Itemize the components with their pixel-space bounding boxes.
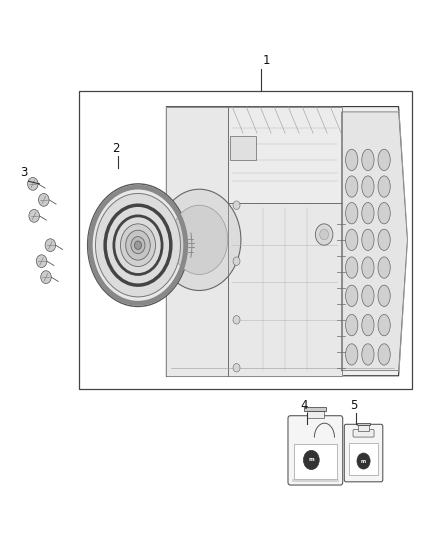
Text: 3: 3	[20, 166, 27, 179]
Circle shape	[88, 184, 188, 306]
Circle shape	[357, 453, 370, 469]
FancyBboxPatch shape	[344, 424, 383, 482]
Text: 5: 5	[350, 399, 358, 412]
Ellipse shape	[362, 344, 374, 365]
Ellipse shape	[378, 229, 390, 251]
Ellipse shape	[346, 203, 358, 224]
Polygon shape	[228, 203, 342, 376]
Bar	[304, 407, 326, 411]
Ellipse shape	[378, 285, 390, 306]
Bar	[357, 423, 370, 425]
Ellipse shape	[362, 257, 374, 278]
Ellipse shape	[362, 314, 374, 336]
Circle shape	[36, 255, 47, 268]
Ellipse shape	[362, 229, 374, 251]
Circle shape	[233, 316, 240, 324]
Circle shape	[233, 201, 240, 209]
Circle shape	[120, 224, 155, 266]
Bar	[349, 443, 378, 475]
Circle shape	[29, 209, 39, 222]
Ellipse shape	[378, 203, 390, 224]
Ellipse shape	[346, 149, 358, 171]
Ellipse shape	[362, 285, 374, 306]
Circle shape	[304, 450, 319, 470]
Ellipse shape	[362, 176, 374, 197]
Bar	[230, 136, 256, 160]
Ellipse shape	[378, 149, 390, 171]
Text: m: m	[361, 458, 366, 464]
Circle shape	[126, 230, 150, 260]
Ellipse shape	[362, 149, 374, 171]
Circle shape	[41, 271, 51, 284]
Circle shape	[315, 224, 333, 245]
Text: 2: 2	[112, 142, 119, 155]
Polygon shape	[342, 112, 407, 370]
Ellipse shape	[346, 257, 358, 278]
Ellipse shape	[378, 344, 390, 365]
Bar	[79, 91, 412, 389]
Text: 1: 1	[263, 54, 270, 67]
Circle shape	[233, 364, 240, 372]
Ellipse shape	[378, 176, 390, 197]
Circle shape	[158, 189, 241, 290]
Circle shape	[171, 205, 228, 274]
Circle shape	[28, 177, 38, 190]
Circle shape	[95, 193, 180, 297]
Circle shape	[233, 257, 240, 265]
Polygon shape	[228, 107, 342, 203]
Bar	[358, 425, 369, 431]
Circle shape	[320, 229, 328, 240]
Polygon shape	[166, 107, 228, 376]
Bar	[307, 411, 324, 418]
Ellipse shape	[378, 257, 390, 278]
Text: m: m	[308, 457, 314, 463]
Text: 4: 4	[300, 399, 307, 412]
Polygon shape	[166, 107, 407, 376]
FancyBboxPatch shape	[353, 430, 374, 437]
Bar	[293, 444, 337, 479]
Circle shape	[45, 239, 56, 252]
Ellipse shape	[346, 285, 358, 306]
Circle shape	[131, 237, 145, 254]
Ellipse shape	[346, 344, 358, 365]
Ellipse shape	[346, 229, 358, 251]
Circle shape	[39, 193, 49, 206]
Ellipse shape	[346, 314, 358, 336]
Ellipse shape	[378, 314, 390, 336]
Circle shape	[134, 241, 141, 249]
Ellipse shape	[346, 176, 358, 197]
Ellipse shape	[362, 203, 374, 224]
FancyBboxPatch shape	[288, 416, 343, 485]
